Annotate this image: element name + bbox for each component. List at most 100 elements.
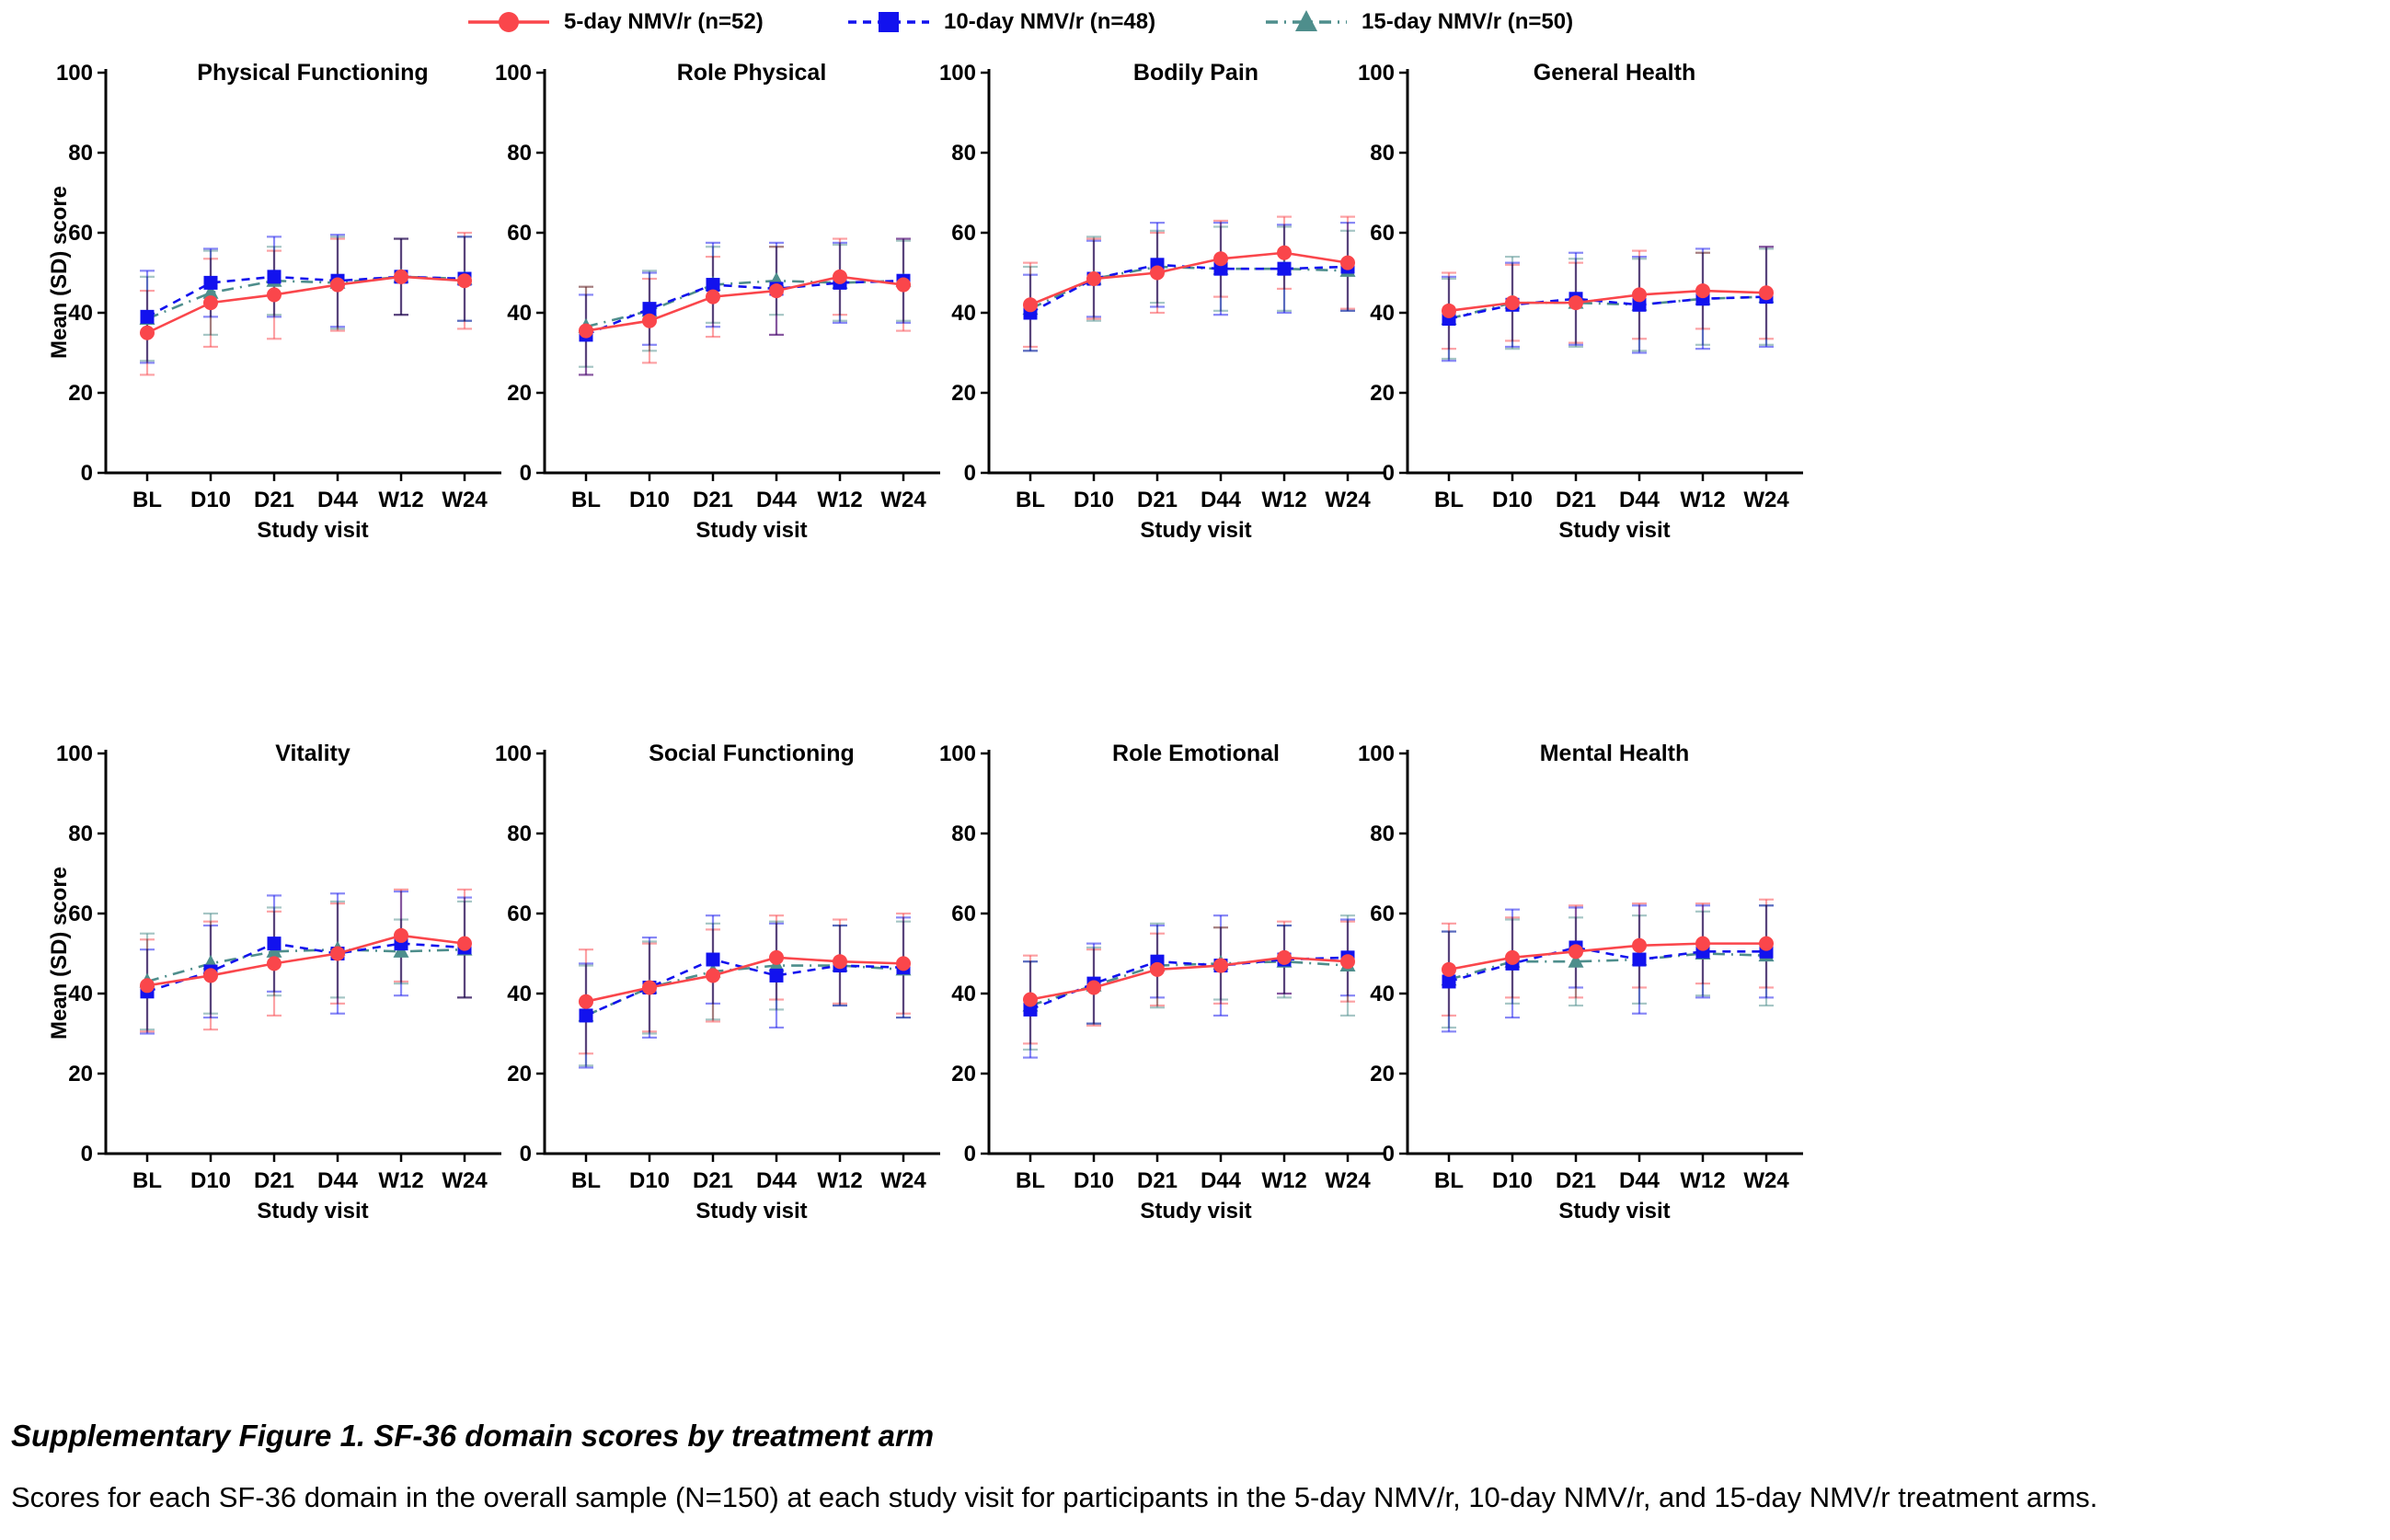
error-bars-circle — [579, 912, 911, 1055]
circle-marker — [1568, 295, 1583, 311]
x-tick-label: D44 — [317, 488, 359, 512]
x-tick-label: D21 — [1556, 488, 1596, 512]
legend-label: 15-day NMV/r (n=50) — [1362, 9, 1574, 34]
series-line-square — [146, 942, 465, 994]
series-line-circle — [1029, 251, 1349, 306]
chart-title: Bodily Pain — [1133, 60, 1258, 86]
x-tick-label: W24 — [1743, 1168, 1789, 1193]
series-line-square — [1448, 295, 1767, 320]
error-bars-circle — [1023, 215, 1355, 349]
chart-general-health: General Health 0 20 40 60 80 100 BL D10 D21 D44 W12… — [1358, 60, 1803, 543]
circle-marker — [579, 323, 593, 339]
circle-marker — [706, 289, 720, 305]
x-tick-label: D44 — [317, 1168, 359, 1193]
y-tick-label: 20 — [1370, 1062, 1395, 1086]
error-bars-square — [140, 234, 472, 364]
circle-marker — [457, 936, 472, 951]
series-line-triangle — [1448, 952, 1767, 982]
series-line-triangle — [1029, 265, 1349, 310]
x-tick-label: D10 — [1492, 1168, 1533, 1193]
y-axis-label: Mean (SD) score — [47, 186, 72, 359]
x-tick-label: D44 — [756, 1168, 798, 1193]
y-tick-label: 100 — [56, 61, 93, 86]
square-marker — [267, 937, 282, 951]
y-tick-label: 20 — [951, 381, 976, 406]
chart-cell-vitality: Vitality 0 20 40 60 80 100 BL D10 D21 D44 W12 W24 Stu… — [46, 731, 506, 1288]
x-tick-label: D21 — [693, 488, 733, 512]
series-line-triangle — [146, 275, 465, 320]
y-tick-label: 20 — [507, 381, 532, 406]
y-tick-label: 80 — [1370, 822, 1395, 846]
x-tick-label: W12 — [1261, 1168, 1306, 1193]
chart-vitality: Vitality 0 20 40 60 80 100 BL D10 D21 D44 W12 W24 Stu… — [47, 741, 501, 1224]
y-tick-label: 40 — [507, 982, 532, 1006]
y-tick-label: 60 — [951, 221, 976, 246]
x-axis-label: Study visit — [257, 1199, 368, 1224]
chart-cell-physical-functioning: Physical Functioning 0 20 40 60 80 100 BL D10 D21… — [46, 51, 506, 607]
square-marker — [642, 302, 657, 316]
x-axis-label: Study visit — [1140, 1199, 1251, 1224]
chart-physical-functioning: Physical Functioning 0 20 40 60 80 100 BL D10 D21… — [47, 60, 501, 543]
y-tick-label: 60 — [1370, 221, 1395, 246]
legend-item-triangle: 15-day NMV/r (n=50) — [1262, 2, 1573, 42]
series-markers-circle — [579, 269, 911, 339]
y-tick-label: 100 — [1358, 741, 1395, 766]
error-bars-triangle — [579, 239, 911, 368]
y-tick-label: 40 — [68, 982, 93, 1006]
y-tick-label: 80 — [507, 141, 532, 166]
chart-title: General Health — [1534, 60, 1695, 86]
series-line-circle — [585, 275, 904, 332]
y-tick-label: 80 — [951, 822, 976, 846]
x-tick-label: D44 — [1201, 488, 1242, 512]
x-tick-label: W12 — [817, 1168, 862, 1193]
circle-marker — [1150, 961, 1165, 977]
error-bars-triangle — [1023, 914, 1355, 1051]
x-tick-label: D44 — [756, 488, 798, 512]
x-tick-label: W24 — [1743, 488, 1789, 512]
chart-title: Role Emotional — [1112, 741, 1280, 766]
axes-spines — [104, 750, 501, 1155]
square-marker — [1277, 261, 1292, 276]
circle-marker — [1505, 949, 1520, 965]
x-tick-label: D21 — [693, 1168, 733, 1193]
series-markers-circle — [1023, 245, 1355, 313]
circle-marker — [1442, 303, 1456, 318]
series-line-circle — [1029, 956, 1349, 1001]
y-tick-label: 80 — [951, 141, 976, 166]
x-tick-label: D44 — [1201, 1168, 1242, 1193]
series-markers-circle — [1442, 936, 1774, 977]
series-line-square — [1029, 263, 1349, 315]
circle-marker — [1086, 271, 1101, 287]
x-tick-label: D21 — [254, 488, 294, 512]
x-tick-label: BL — [132, 488, 162, 512]
series-line-triangle — [585, 964, 904, 1017]
x-axis-label: Study visit — [1140, 518, 1251, 543]
y-tick-label: 80 — [68, 822, 93, 846]
axes-spines — [543, 750, 940, 1155]
legend-key-triangle — [1266, 10, 1347, 31]
y-tick-label: 40 — [951, 301, 976, 326]
error-bars-circle — [1442, 898, 1774, 1017]
y-axis-label: Mean (SD) score — [47, 867, 72, 1040]
error-bars-triangle — [140, 236, 472, 362]
triangle-marker — [1568, 952, 1584, 968]
square-marker — [706, 278, 720, 293]
circle-marker — [1505, 295, 1520, 311]
x-axis-label: Study visit — [1558, 1199, 1670, 1224]
y-tick-label: 0 — [1383, 1142, 1395, 1166]
circle-marker — [833, 954, 847, 970]
x-tick-label: D21 — [1556, 1168, 1596, 1193]
chart-title: Role Physical — [677, 60, 827, 86]
error-bars-square — [1023, 914, 1355, 1059]
x-tick-label: D10 — [190, 1168, 231, 1193]
error-bars-circle — [579, 237, 911, 376]
circle-marker — [1695, 936, 1710, 951]
square-marker — [1442, 974, 1456, 989]
y-tick-label: 20 — [68, 1062, 93, 1086]
x-tick-label: BL — [571, 488, 601, 512]
x-tick-label: BL — [1016, 488, 1045, 512]
circle-marker — [330, 277, 345, 293]
error-bars-triangle — [1442, 904, 1774, 1029]
y-tick-label: 100 — [939, 61, 976, 86]
